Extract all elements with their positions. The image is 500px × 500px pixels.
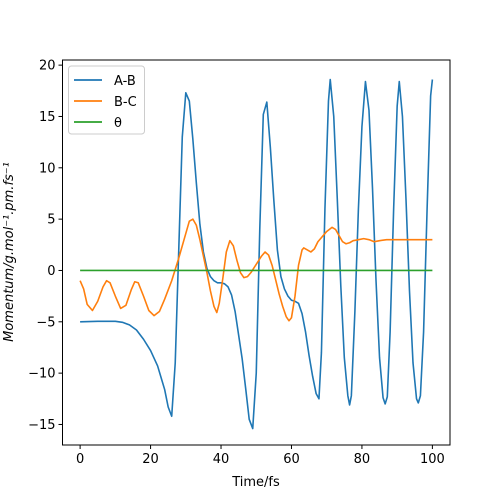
y-tick-label: −15: [28, 418, 55, 433]
legend-label: B-C: [114, 95, 137, 110]
x-tick-label: 60: [283, 452, 300, 467]
y-tick-label: 5: [47, 213, 55, 228]
x-tick-label: 40: [213, 452, 230, 467]
x-axis: 0 20 40 60 80 100: [76, 445, 445, 467]
y-tick-label: 10: [39, 161, 56, 176]
series-line-1: [79, 218, 433, 322]
y-axis: −15 −10 −5 0 5 10 15 20: [28, 59, 63, 433]
legend-label: A-B: [114, 74, 136, 89]
x-tick-label: 100: [420, 452, 445, 467]
plot-frame: [62, 59, 451, 446]
legend: A-B B-C θ: [68, 65, 145, 135]
x-axis-label: Time/fs: [231, 475, 280, 490]
y-tick-label: 20: [39, 59, 56, 74]
series-line-0: [80, 78, 434, 430]
y-axis-label: Momentum/g.mol⁻¹.pm.fs⁻¹: [2, 162, 17, 342]
y-tick-label: 15: [39, 110, 56, 125]
legend-frame: [68, 65, 145, 135]
y-tick-label: 0: [47, 264, 55, 279]
legend-label: θ: [114, 116, 122, 131]
y-tick-label: −5: [36, 315, 55, 330]
y-tick-label: −10: [28, 367, 55, 382]
x-tick-label: 20: [142, 452, 159, 467]
x-tick-label: 80: [354, 452, 371, 467]
series-layer: [79, 78, 434, 430]
x-tick-label: 0: [76, 452, 84, 467]
